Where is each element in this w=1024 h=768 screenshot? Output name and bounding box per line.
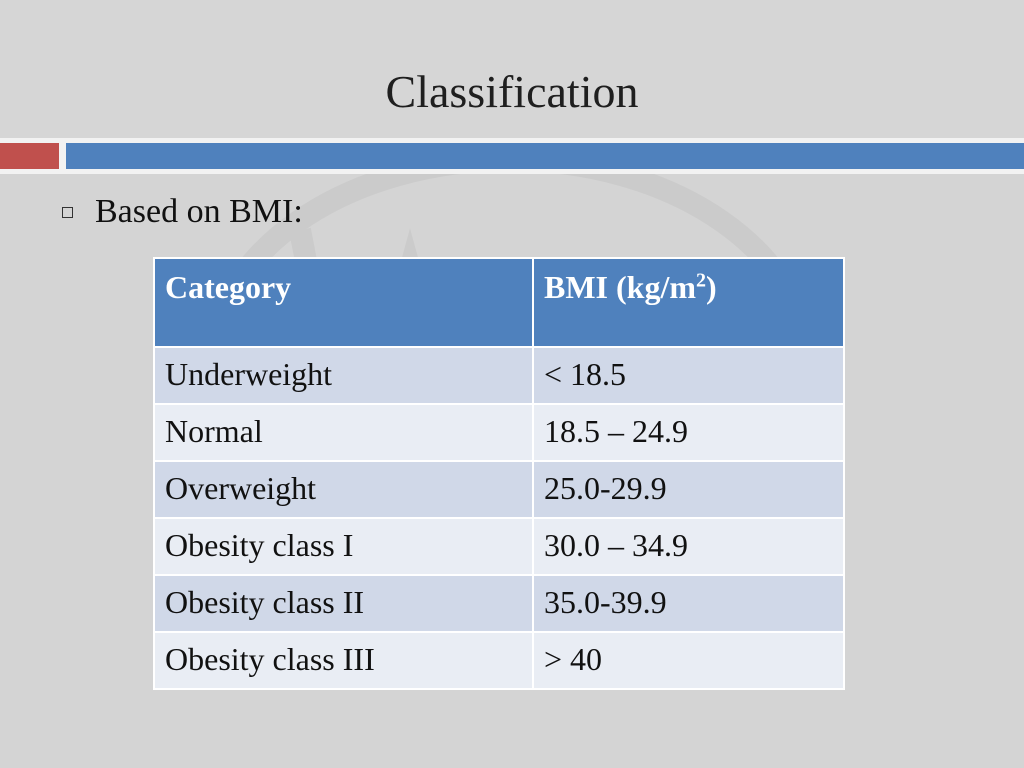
bullet-item: Based on BMI:: [62, 190, 303, 234]
bullet-text: Based on BMI:: [95, 193, 303, 230]
table-row: Obesity class I 30.0 – 34.9: [153, 517, 846, 576]
divider-line: [0, 138, 1024, 143]
accent-bar-gap: [59, 143, 66, 169]
divider-line: [0, 169, 1024, 174]
category-cell: Overweight: [153, 460, 534, 519]
table-row: Underweight < 18.5: [153, 346, 846, 405]
bmi-header-text: BMI (kg/m: [543, 269, 696, 305]
hollow-square-bullet-icon: [62, 206, 73, 218]
table-row: Normal 18.5 – 24.9: [153, 403, 846, 462]
accent-bar-red: [0, 143, 59, 169]
category-cell: Obesity class III: [153, 631, 534, 690]
bmi-cell: 18.5 – 24.9: [531, 403, 846, 462]
slide-title: Classification: [385, 66, 639, 117]
bmi-cell: 30.0 – 34.9: [531, 517, 846, 576]
bmi-cell: < 18.5: [531, 346, 846, 405]
bmi-cell: > 40: [531, 631, 846, 690]
category-cell: Underweight: [153, 346, 534, 405]
table-header-row: Category BMI (kg/m2): [153, 257, 846, 348]
accent-bar-blue: [66, 143, 1024, 169]
table-row: Obesity class III > 40: [153, 631, 846, 690]
table-row: Obesity class II 35.0-39.9: [153, 574, 846, 633]
category-cell: Obesity class II: [153, 574, 534, 633]
bmi-header-superscript: 2: [695, 269, 706, 292]
bmi-cell: 25.0-29.9: [531, 460, 846, 519]
title-area: [0, 0, 1024, 138]
bmi-classification-table: Category BMI (kg/m2) Underweight < 18.5 …: [153, 257, 846, 690]
column-header-category: Category: [153, 257, 534, 348]
table-row: Overweight 25.0-29.9: [153, 460, 846, 519]
column-header-bmi: BMI (kg/m2): [531, 257, 846, 348]
bmi-header-suffix: ): [705, 269, 717, 305]
category-cell: Normal: [153, 403, 534, 462]
category-cell: Obesity class I: [153, 517, 534, 576]
bmi-cell: 35.0-39.9: [531, 574, 846, 633]
